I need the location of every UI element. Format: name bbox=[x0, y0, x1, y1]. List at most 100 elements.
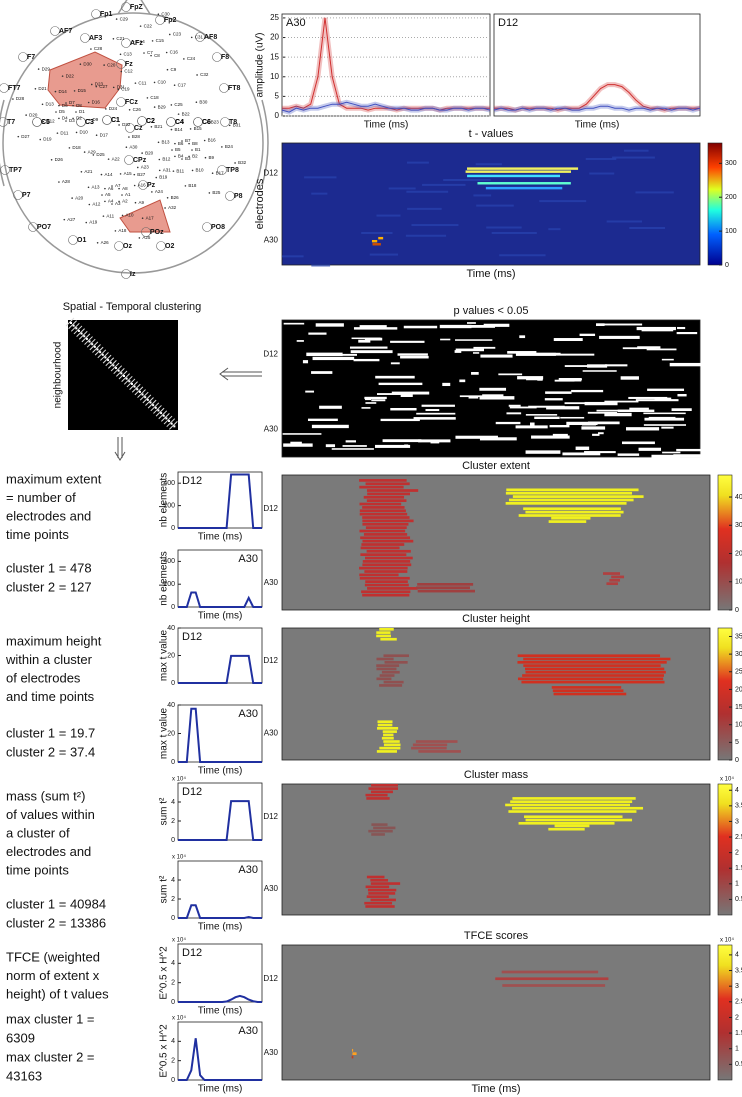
electrode-label: B4 bbox=[178, 154, 184, 159]
colorbar-tick-label: 2 bbox=[735, 849, 739, 856]
electrode-label: B9 bbox=[208, 155, 214, 160]
electrode-label: D1 bbox=[79, 109, 85, 114]
heatmap-cluster bbox=[366, 499, 407, 502]
electrode-label: C6 bbox=[202, 119, 211, 126]
electrode-label: A13 bbox=[92, 184, 101, 189]
heatmap-cluster bbox=[362, 519, 414, 523]
neighbourhood-cell bbox=[123, 375, 125, 377]
electrode-label: B20 bbox=[145, 150, 154, 155]
electrode-label: A25 bbox=[142, 235, 151, 240]
heatmap-segment bbox=[546, 406, 580, 410]
electrode-label: C32 bbox=[200, 72, 209, 77]
electrode-label: B7 bbox=[185, 138, 191, 143]
heatmap-segment bbox=[531, 435, 570, 439]
heatmap-segment bbox=[468, 396, 479, 399]
heatmap-cluster bbox=[362, 563, 412, 567]
row-label: D12 bbox=[263, 504, 278, 513]
electrode-label: A26 bbox=[101, 240, 110, 245]
electrode-marker bbox=[18, 52, 28, 62]
heatmap-cluster bbox=[383, 733, 394, 737]
electrode-label: B18 bbox=[188, 183, 197, 188]
heatmap-segment bbox=[636, 326, 676, 331]
electrode-marker bbox=[71, 197, 73, 199]
neighbourhood-cell bbox=[141, 393, 144, 396]
electrode-label: B26 bbox=[171, 195, 180, 200]
colorbar-tick-label: 25 bbox=[735, 669, 742, 676]
electrode-label: A29 bbox=[88, 149, 97, 154]
neighbourhood-cell bbox=[149, 401, 152, 404]
electrode-marker bbox=[118, 200, 120, 203]
heatmap-texture bbox=[635, 191, 674, 194]
electrode-marker bbox=[102, 115, 112, 125]
electrode-marker bbox=[138, 237, 141, 239]
heatmap-segment bbox=[519, 335, 526, 339]
colorbar-tick-label: 100 bbox=[725, 228, 737, 235]
heatmap-texture bbox=[623, 149, 649, 152]
heatmap-cluster bbox=[365, 885, 390, 889]
heatmap-cluster bbox=[373, 826, 396, 830]
heatmap-segment bbox=[480, 354, 513, 358]
heatmap-segment bbox=[515, 352, 556, 356]
electrode-label: C28 bbox=[94, 46, 103, 51]
electrode-marker bbox=[95, 134, 98, 136]
heatmap-segment bbox=[648, 416, 676, 420]
electrode-label: A8 bbox=[122, 186, 128, 191]
electrode-marker bbox=[208, 192, 211, 194]
heatmap-segment bbox=[582, 370, 617, 372]
electrode-label: A7 bbox=[115, 183, 121, 188]
heatmap-segment bbox=[413, 417, 456, 420]
neighbourhood-cell bbox=[107, 359, 110, 362]
heatmap-segment bbox=[571, 389, 604, 393]
heatmap-segment bbox=[326, 353, 357, 356]
heatmap-segment bbox=[507, 351, 537, 354]
colorbar-tick-label: 3 bbox=[735, 983, 739, 990]
y-axis-label: max t value bbox=[159, 707, 170, 759]
neighbourhood-cell bbox=[112, 364, 115, 367]
plot-area bbox=[177, 471, 263, 529]
panel-label: D12 bbox=[182, 475, 202, 487]
heatmap-segment bbox=[307, 418, 338, 421]
colorbar-tick-label: 1.5 bbox=[735, 1030, 742, 1037]
heatmap-cluster bbox=[370, 882, 401, 885]
heatmap-segment bbox=[479, 437, 517, 441]
electrode-marker bbox=[32, 117, 42, 127]
electrode-marker bbox=[156, 241, 166, 251]
electrode-marker bbox=[118, 124, 120, 126]
cluster-region bbox=[47, 51, 123, 109]
heatmap-cluster bbox=[359, 509, 406, 513]
heatmap-segment bbox=[626, 427, 660, 431]
colorbar-tick-label: 300 bbox=[725, 160, 737, 167]
neighbourhood-cell bbox=[152, 404, 155, 407]
result: cluster 2 = 127 bbox=[6, 579, 92, 594]
electrode-label: TP7 bbox=[9, 167, 22, 174]
electrode-marker bbox=[141, 217, 144, 219]
electrode-marker bbox=[191, 149, 193, 151]
electrode-label: POz bbox=[150, 229, 164, 236]
heatmap-segment bbox=[455, 348, 484, 352]
heatmap-cluster bbox=[359, 485, 404, 489]
section-title: Spatial - Temporal clustering bbox=[63, 301, 202, 313]
electrode-label: C24 bbox=[187, 56, 196, 61]
electrode-marker bbox=[221, 146, 223, 148]
heatmap-segment bbox=[628, 396, 668, 399]
heatmap-texture bbox=[411, 224, 459, 227]
electrode-marker bbox=[195, 32, 205, 42]
electrode-label: D2 bbox=[76, 116, 82, 121]
electrode-marker bbox=[151, 191, 153, 193]
electrode-label: C20 bbox=[107, 62, 116, 67]
heatmap-cluster bbox=[352, 1052, 357, 1056]
heatmap-texture bbox=[473, 194, 492, 197]
electrode-marker bbox=[25, 114, 27, 116]
neighbourhood-cell bbox=[75, 327, 78, 330]
electrode-marker bbox=[133, 173, 136, 176]
electrode-marker bbox=[13, 190, 23, 200]
electrode-label: Fp1 bbox=[100, 11, 113, 18]
electrode-label: C7 bbox=[147, 50, 153, 55]
electrode-marker bbox=[125, 123, 135, 133]
colorbar-tick-label: 1 bbox=[735, 1046, 739, 1053]
heatmap-cluster bbox=[368, 787, 398, 790]
heatmap-cluster bbox=[518, 821, 615, 825]
neighbourhood-cell bbox=[157, 409, 160, 412]
electrode-marker bbox=[225, 191, 235, 201]
heatmap-cluster bbox=[524, 667, 665, 671]
